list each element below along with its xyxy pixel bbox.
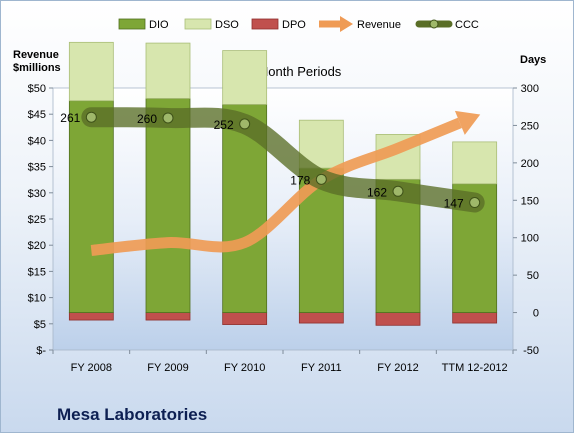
left-tick-label: $40 [28,135,46,147]
legend-swatch-dio [118,18,146,30]
legend-swatch-dpo [251,18,279,30]
ccc-marker [239,118,251,130]
ccc-data-label: 147 [444,197,464,211]
ccc-marker [315,173,327,185]
right-tick-label: 50 [527,270,539,282]
ccc-line [81,107,485,213]
bar-dso [222,50,268,105]
ccc-data-label: 261 [60,111,80,125]
ccc-marker [85,111,97,123]
legend-marker-ccc [429,19,439,29]
y-right-label: Days [520,54,546,66]
legend: DIO DSO DPO Revenue CCC [118,16,479,32]
right-tick-label: 200 [521,158,539,170]
legend-swatch-dso [184,18,212,30]
x-tick-label: FY 2012 [377,362,418,374]
bar-dpo [452,312,498,324]
right-tick-label: 250 [521,120,539,132]
legend-label-dso: DSO [215,19,239,31]
right-tick-label: 300 [521,83,539,95]
ccc-data-label: 178 [290,173,310,187]
left-tick-label: $5 [34,319,46,331]
bar-dso [452,141,498,185]
legend-label-revenue: Revenue [357,19,401,31]
bar-dio [145,98,191,313]
bar-dpo [68,312,114,321]
left-tick-label: $20 [28,240,46,252]
x-tick-label: FY 2008 [71,362,112,374]
ccc-data-label: 260 [137,112,157,126]
x-tick-label: FY 2009 [147,362,188,374]
revenue-line [90,117,462,256]
left-tick-label: $15 [28,266,46,278]
y-left-label-line1: Revenue [13,49,59,61]
lines [81,107,485,256]
x-tick-label: FY 2010 [224,362,265,374]
left-tick-label: $30 [28,188,46,200]
x-tick-label: FY 2011 [301,362,342,374]
right-tick-label: 0 [533,308,539,320]
bar-dpo [298,312,344,324]
x-tick-label: TTM 12-2012 [442,362,508,374]
legend-label-dio: DIO [149,19,169,31]
right-tick-label: -50 [523,345,539,357]
left-tick-label: $50 [28,83,46,95]
right-tick-label: 150 [521,195,539,207]
ccc-marker [162,112,174,124]
left-tick-label: $- [36,345,46,357]
legend-arrow-revenue [340,16,353,32]
bar-dio [68,100,114,313]
left-tick-label: $35 [28,162,46,174]
bar-dso [145,42,191,99]
ccc-marker [469,197,481,209]
left-tick-label: $10 [28,293,46,305]
legend-label-dpo: DPO [282,19,306,31]
bar-dpo [145,312,191,321]
bar-dpo [375,312,421,326]
legend-label-ccc: CCC [455,19,479,31]
revenue-arrowhead [454,110,481,135]
ccc-marker [392,185,404,197]
axes: $- $5 $10 $15 $20 $25 $30 $35 $40 $45 $50 -50 0 50 100… [28,83,539,374]
right-tick-label: 100 [521,233,539,245]
company-name: Mesa Laboratories [57,405,208,424]
y-left-label-line2: $millions [13,62,61,74]
bar-dpo [222,312,268,325]
ccc-data-label: 162 [367,185,387,199]
left-tick-label: $25 [28,214,46,226]
left-tick-label: $45 [28,109,46,121]
bar-dso [68,41,114,102]
data-labels: 261 260 252 178 162 147 [60,111,464,210]
ccc-data-label: 252 [214,118,234,132]
